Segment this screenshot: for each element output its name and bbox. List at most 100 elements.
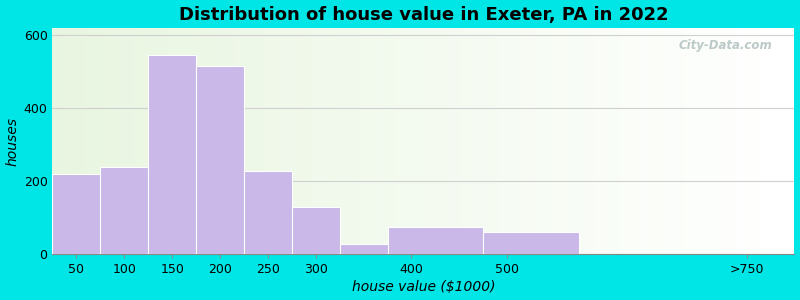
Bar [635, 28, 638, 254]
Bar [357, 28, 360, 254]
Bar [772, 28, 776, 254]
Bar [56, 28, 60, 254]
Bar [316, 28, 319, 254]
Bar [175, 28, 178, 254]
Bar [453, 28, 457, 254]
Bar [153, 28, 156, 254]
Bar [257, 28, 260, 254]
Bar [420, 28, 423, 254]
Bar [746, 28, 750, 254]
Bar [271, 28, 275, 254]
Bar [790, 28, 794, 254]
Bar [278, 28, 282, 254]
Bar [375, 28, 379, 254]
Bar [631, 28, 635, 254]
Bar [742, 28, 746, 254]
Bar [119, 28, 123, 254]
Bar [606, 28, 609, 254]
Bar [97, 28, 101, 254]
Bar [472, 28, 475, 254]
Bar [783, 28, 787, 254]
Bar [134, 28, 138, 254]
Bar [334, 28, 338, 254]
Bar [294, 28, 298, 254]
Bar [457, 28, 461, 254]
Bar [94, 28, 97, 254]
Bar [620, 28, 624, 254]
Bar [479, 28, 483, 254]
Bar [646, 28, 650, 254]
Bar [468, 28, 472, 254]
Bar [542, 28, 546, 254]
Bar [665, 28, 668, 254]
Bar [446, 28, 450, 254]
Bar [624, 28, 627, 254]
Bar [698, 28, 702, 254]
Bar [490, 28, 494, 254]
Bar [171, 28, 175, 254]
Bar [687, 28, 690, 254]
Bar [148, 55, 196, 254]
Bar [728, 28, 731, 254]
Bar [194, 28, 197, 254]
Bar [146, 28, 149, 254]
Bar [668, 28, 672, 254]
Bar [520, 28, 524, 254]
Bar [197, 28, 201, 254]
Bar [609, 28, 613, 254]
Bar [78, 28, 82, 254]
Bar [364, 28, 368, 254]
Bar [387, 227, 483, 254]
Bar [690, 28, 694, 254]
Bar [230, 28, 234, 254]
Bar [138, 28, 142, 254]
Bar [309, 28, 312, 254]
Bar [342, 28, 346, 254]
Bar [661, 28, 665, 254]
Bar [431, 28, 434, 254]
Bar [112, 28, 115, 254]
Bar [323, 28, 327, 254]
Bar [434, 28, 438, 254]
Bar [149, 28, 153, 254]
Bar [398, 28, 401, 254]
Bar [720, 28, 724, 254]
Bar [627, 28, 631, 254]
Bar [115, 28, 119, 254]
Bar [724, 28, 728, 254]
Bar [60, 28, 63, 254]
Bar [330, 28, 334, 254]
Bar [178, 28, 182, 254]
Bar [130, 28, 134, 254]
Bar [368, 28, 371, 254]
Bar [216, 28, 219, 254]
Bar [483, 232, 579, 254]
Bar [594, 28, 598, 254]
Bar [568, 28, 572, 254]
Bar [386, 28, 390, 254]
Bar [242, 28, 246, 254]
X-axis label: house value ($1000): house value ($1000) [352, 280, 495, 294]
Bar [650, 28, 654, 254]
Bar [123, 28, 126, 254]
Bar [442, 28, 446, 254]
Bar [160, 28, 164, 254]
Bar [717, 28, 720, 254]
Bar [290, 28, 294, 254]
Text: City-Data.com: City-Data.com [678, 39, 772, 52]
Bar [787, 28, 790, 254]
Bar [565, 28, 568, 254]
Bar [90, 28, 94, 254]
Bar [409, 28, 412, 254]
Bar [53, 28, 56, 254]
Bar [394, 28, 398, 254]
Bar [260, 28, 264, 254]
Bar [104, 28, 108, 254]
Bar [461, 28, 464, 254]
Bar [244, 171, 292, 254]
Bar [253, 28, 257, 254]
Bar [401, 28, 405, 254]
Bar [534, 28, 538, 254]
Bar [208, 28, 212, 254]
Bar [360, 28, 364, 254]
